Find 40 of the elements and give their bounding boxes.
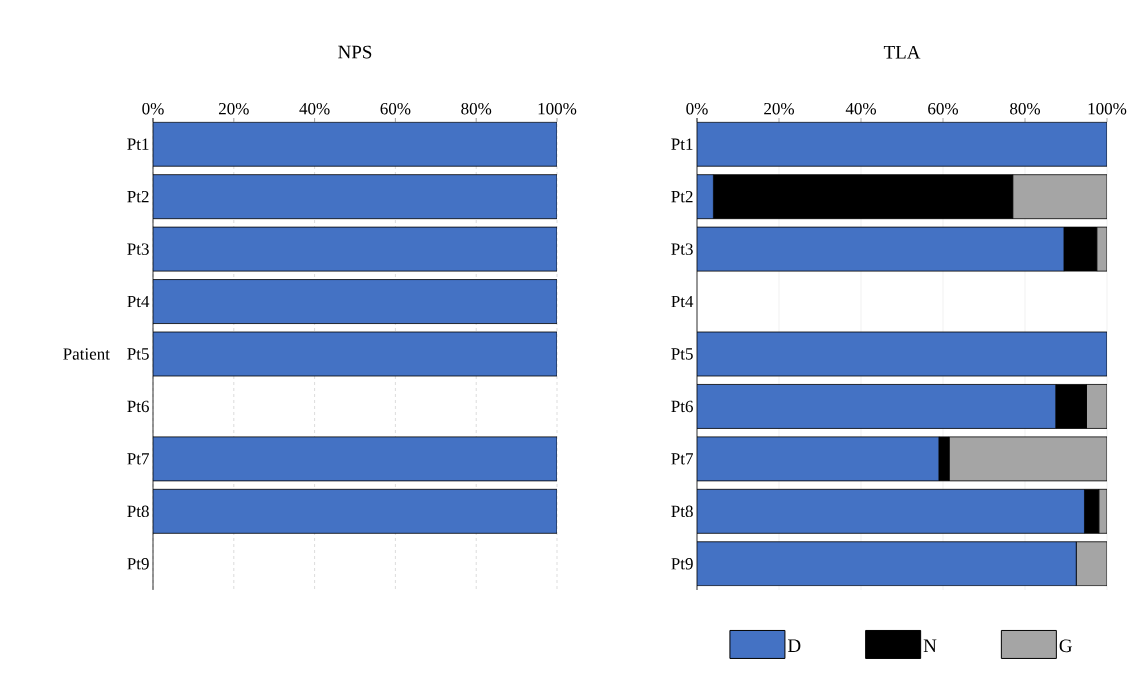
y-tick-label: Pt2 [127, 190, 149, 203]
y-tick-label: Pt1 [671, 138, 693, 150]
y-tick-label: Pt5 [671, 348, 693, 360]
bar [1086, 384, 1107, 429]
y-tick-label: Pt1 [127, 138, 149, 150]
y-tick-label: Pt3 [127, 243, 149, 255]
y-tick-label: Pt2 [671, 190, 693, 203]
y-tick-label: Pt8 [671, 505, 693, 518]
y-tick-label: Pt9 [671, 558, 693, 570]
x-tick-label: 20% [218, 102, 249, 115]
x-tick-label: 80% [1010, 102, 1041, 115]
y-tick-label: Pt9 [127, 558, 149, 570]
x-tick-label: 100% [1088, 102, 1127, 115]
y-tick-label: Pt6 [127, 400, 149, 413]
legend-label: N [923, 639, 937, 652]
x-tick-label: 40% [299, 102, 330, 115]
y-tick-label: Pt7 [671, 453, 693, 465]
chart-title: TLA [883, 45, 921, 59]
x-tick-label: 20% [764, 102, 795, 115]
y-tick-label: Pt4 [671, 295, 694, 308]
x-tick-label: 0% [686, 102, 708, 115]
x-tick-label: 100% [538, 102, 577, 115]
legend-label: G [1059, 639, 1072, 653]
bar [948, 436, 1107, 482]
x-tick-label: 60% [928, 102, 959, 115]
y-tick-label: Pt4 [127, 295, 150, 308]
bar [1012, 174, 1107, 220]
x-tick-label: 80% [461, 102, 492, 115]
x-tick-label: 40% [845, 102, 877, 115]
y-axis-title: Patient [63, 348, 110, 360]
y-tick-label: Pt5 [127, 348, 149, 360]
chart-title: NPS [338, 45, 372, 59]
y-tick-label: Pt3 [671, 243, 693, 255]
y-tick-label: Pt6 [671, 400, 693, 413]
x-tick-label: 0% [142, 102, 164, 115]
bar [1075, 541, 1107, 587]
y-tick-label: Pt7 [127, 453, 149, 465]
y-tick-label: Pt8 [127, 505, 149, 518]
legend-label: D [787, 639, 801, 652]
x-tick-label: 60% [380, 102, 411, 115]
